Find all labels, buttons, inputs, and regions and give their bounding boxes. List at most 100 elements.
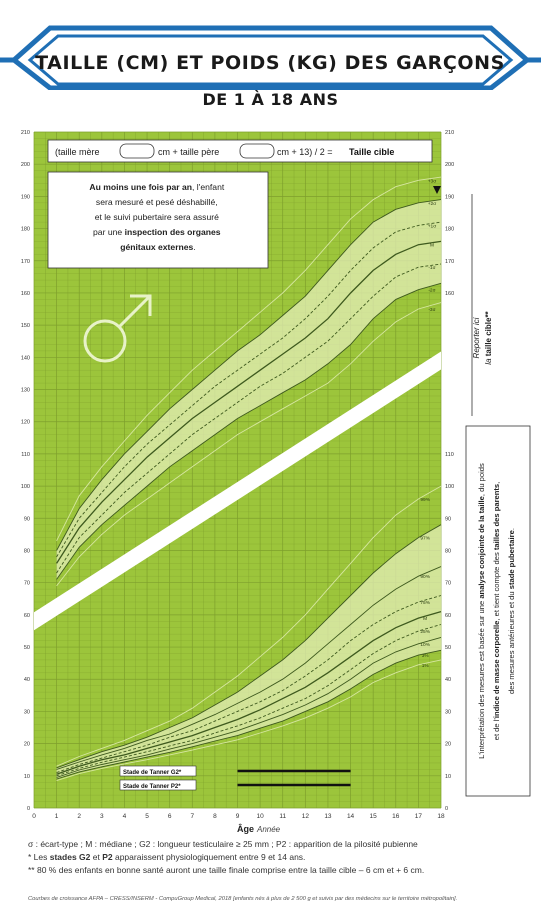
svg-text:et de l'indice de masse corpor: et de l'indice de masse corporelle, et t… [492,482,501,741]
tanner-p2-label: Stade de Tanner P2* [123,784,181,790]
right-height-tick-label: 170 [445,259,454,265]
weight-curve-25% [56,624,442,777]
x-tick-label: 9 [236,813,240,820]
interp-line1-mid: , du poids [477,463,486,496]
info-line2: sera mesuré et pesé déshabillé, [96,197,218,207]
y-tick-label: 120 [21,420,30,426]
right-weight-tick-label: 50 [445,645,451,651]
height-curve-label: +1σ [428,223,436,229]
weight-curve-label: M [423,616,427,622]
y-tick-label: 50 [24,645,30,651]
right-weight-tick-label: 60 [445,613,451,619]
right-height-tick-label: 190 [445,194,454,200]
x-tick-label: 18 [437,813,445,820]
height-curve-label: +2σ [428,201,436,207]
x-tick-label: 1 [55,813,59,820]
formula-result: Taille cible [349,147,394,157]
info-line3: et le suivi pubertaire sera assuré [95,212,219,222]
footnote-1: σ : écart-type ; M : médiane ; G2 : long… [28,839,418,849]
growth-curves [56,176,442,782]
svg-text:L'interprétation des mesures e: L'interprétation des mesures est basée s… [477,463,486,759]
page-subtitle: DE 1 À 18 ANS [202,90,339,109]
banner-inner [27,34,514,86]
interpretation-box [465,425,531,797]
height-curve-label: -2σ [428,288,435,294]
interp-line3-end: . [507,528,516,530]
y-tick-label: 20 [24,742,30,748]
weight-curve-99% [56,485,442,767]
interp-line2-mid: , et tient compte des [492,550,501,621]
weight-curve-10% [56,636,442,778]
target-note-line2-bold: taille cible** [484,310,493,356]
weight-curve-75% [56,595,442,774]
target-note-line1: Reporter ici [472,317,481,358]
svg-text:Reporter ici: Reporter ici [472,317,481,358]
y-tick-label: 110 [21,452,30,458]
footnote-2-bold2: P2 [102,852,113,862]
height-curve--1σ [56,263,442,574]
title-banner: TAILLE (CM) ET POIDS (KG) DES GARÇONS [0,25,541,90]
x-tick-label: 5 [145,813,149,820]
svg-text:(taille mère: (taille mère [55,147,100,157]
x-axis-label: Âge [237,823,254,834]
axis-labels: 0 1 2 3 4 5 6 7 8 9 10 11 12 13 14 15 16 17 18010203040506… [21,130,454,820]
target-note-line2-pre: la [484,356,493,364]
father-height-field[interactable] [239,143,275,159]
info-line4-bold: inspection des organes [125,227,221,237]
footnote-3: ** 80 % des enfants en bonne santé auron… [28,865,425,875]
tanner-g2-label: Stade de Tanner G2* [123,770,182,776]
right-weight-tick-label: 100 [445,484,454,490]
x-tick-label: 3 [100,813,104,820]
mother-height-field[interactable] [119,143,155,159]
x-tick-label: 8 [213,813,217,820]
info-line1-rest: , l'enfant [192,182,225,192]
right-weight-tick-label: 110 [445,452,454,458]
weight-curve-M [56,610,442,775]
footnote-2-end: apparaissent physiologiquement entre 9 e… [112,852,306,862]
x-tick-label: 13 [324,813,332,820]
page-title: TAILLE (CM) ET POIDS (KG) DES GARÇONS [35,52,505,74]
x-axis-unit: Année [256,825,281,834]
height-band [56,199,441,580]
footnote-2-pre: * Les [28,852,50,862]
band-fills [56,199,441,779]
footnote-2: * Les stades G2 et P2 apparaissent physi… [28,851,533,864]
height-curve-+2σ [56,199,442,551]
interp-line1-bold: analyse conjointe de la taille [477,496,486,599]
growth-chart: 0 1 2 3 4 5 6 7 8 9 10 11 12 13 14 15 16 17 18010203040506… [21,130,531,834]
y-tick-label: 180 [21,227,30,233]
x-tick-label: 2 [77,813,81,820]
y-tick-label: 210 [21,130,30,136]
right-weight-tick-label: 20 [445,742,451,748]
right-height-tick-label: 210 [445,130,454,136]
interp-line3-bold: stade pubertaire [507,530,516,589]
weight-curve-label: 1% [422,663,430,669]
diagonal-divider [34,351,441,631]
info-line5-bold: génitaux externes [120,242,193,252]
right-weight-tick-label: 30 [445,709,451,715]
y-tick-label: 60 [24,613,30,619]
weight-curve-label: 25% [420,629,430,635]
y-tick-label: 200 [21,162,30,168]
weight-curve-3% [56,649,442,780]
info-line1-bold: Au moins une fois par an [89,182,192,192]
height-curve-+3σ [56,176,442,542]
tanner-g2-label-box [119,765,197,777]
weight-curve-label: 90% [420,574,430,580]
height-curve--3σ [56,302,442,587]
interp-line2-bold1: indice de masse corporelle [492,621,501,719]
info-line5-rest: . [193,242,195,252]
weight-curve-label: 97% [420,536,430,542]
right-weight-tick-label: 80 [445,548,451,554]
y-tick-label: 10 [24,774,30,780]
height-curve-label: -1σ [428,265,435,271]
x-tick-label: 11 [279,813,286,820]
info-line4-pre: par une [93,227,125,237]
right-weight-tick-label: 10 [445,774,451,780]
info-box [47,171,269,269]
right-weight-tick-label: 40 [445,677,451,683]
x-tick-label: 12 [302,813,310,820]
svg-text:Au moins une fois par an, l'en: Au moins une fois par an, l'enfant sera … [89,182,226,252]
y-tick-label: 170 [21,259,30,265]
interp-line1-pre: L'interprétation des mesures est basée s… [477,599,486,759]
